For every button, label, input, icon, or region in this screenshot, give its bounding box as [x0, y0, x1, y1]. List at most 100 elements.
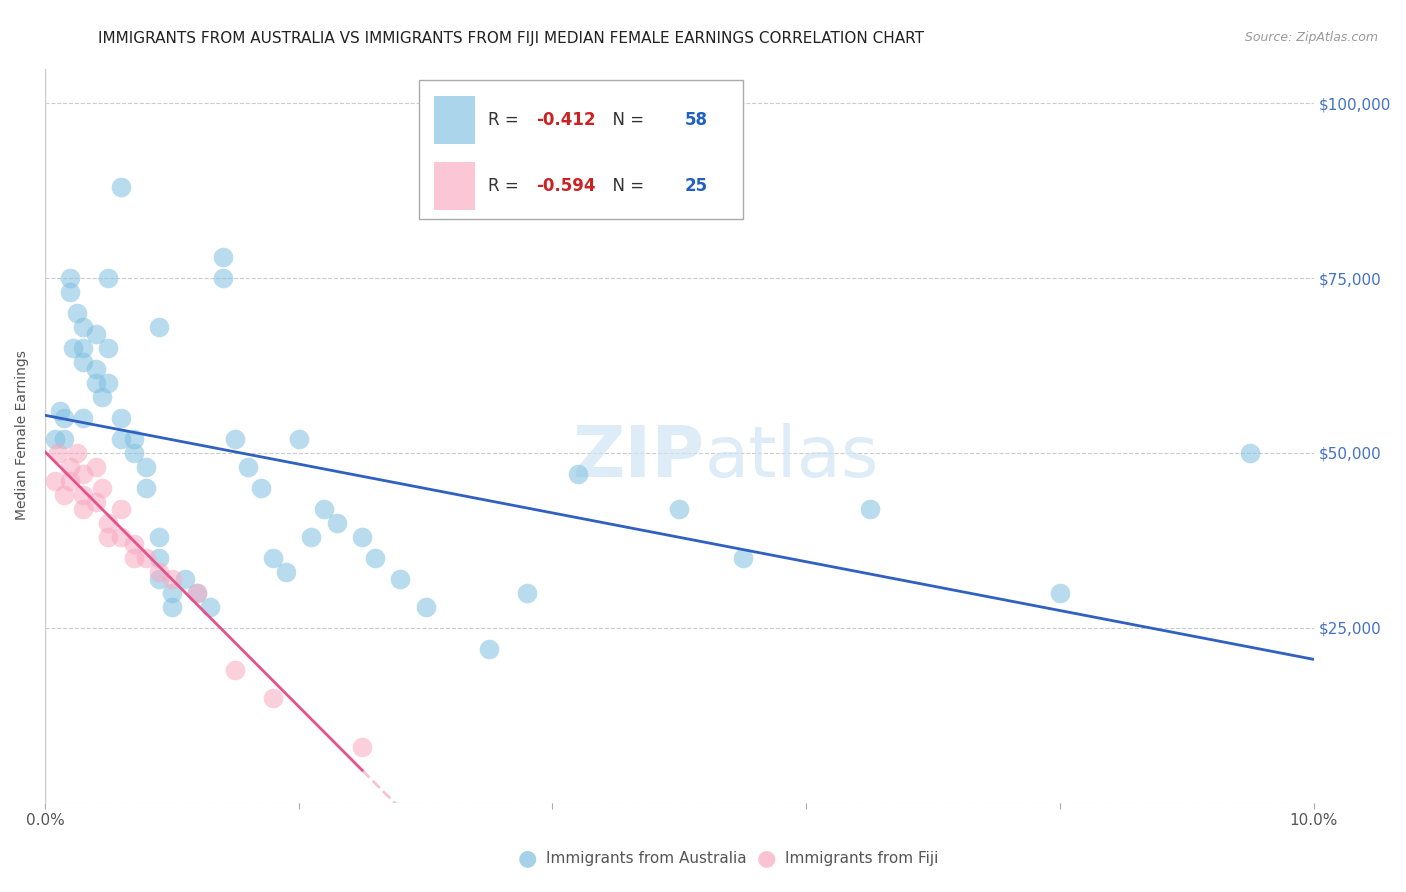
- Text: 25: 25: [685, 177, 707, 195]
- Point: [72, 467, 94, 481]
- Point: [1049, 586, 1071, 600]
- Point: [59, 285, 82, 300]
- Point: [224, 432, 246, 446]
- Text: Immigrants from Australia: Immigrants from Australia: [546, 851, 747, 865]
- Point: [352, 530, 374, 544]
- Text: N =: N =: [602, 111, 650, 129]
- Point: [567, 467, 589, 481]
- Point: [122, 432, 145, 446]
- Point: [53, 411, 76, 425]
- Point: [72, 320, 94, 334]
- Point: [389, 572, 412, 586]
- Point: [135, 550, 157, 565]
- Text: ●: ●: [756, 848, 776, 868]
- Point: [72, 355, 94, 369]
- Point: [274, 565, 297, 579]
- Point: [59, 474, 82, 488]
- Point: [160, 586, 183, 600]
- Point: [186, 586, 208, 600]
- Point: [72, 488, 94, 502]
- Point: [160, 599, 183, 614]
- Bar: [434, 96, 475, 144]
- Point: [110, 530, 132, 544]
- Point: [72, 341, 94, 355]
- FancyBboxPatch shape: [419, 79, 742, 219]
- Point: [299, 530, 322, 544]
- Point: [415, 599, 437, 614]
- Point: [173, 572, 195, 586]
- Point: [110, 502, 132, 516]
- Point: [122, 550, 145, 565]
- Point: [287, 432, 309, 446]
- Point: [97, 516, 120, 530]
- Text: Immigrants from Fiji: Immigrants from Fiji: [785, 851, 938, 865]
- Text: -0.412: -0.412: [536, 111, 596, 129]
- Point: [66, 306, 89, 320]
- Text: atlas: atlas: [704, 423, 879, 492]
- Point: [148, 530, 170, 544]
- Point: [148, 320, 170, 334]
- Point: [224, 663, 246, 677]
- Point: [731, 550, 754, 565]
- Text: -0.594: -0.594: [536, 177, 596, 195]
- Point: [668, 502, 690, 516]
- Point: [84, 362, 107, 376]
- Point: [53, 432, 76, 446]
- Point: [198, 599, 221, 614]
- Point: [59, 460, 82, 475]
- Point: [97, 376, 120, 390]
- Point: [211, 250, 233, 264]
- Point: [84, 327, 107, 342]
- Point: [326, 516, 349, 530]
- Point: [186, 586, 208, 600]
- Point: [84, 460, 107, 475]
- Point: [53, 488, 76, 502]
- Text: ●: ●: [517, 848, 537, 868]
- Point: [97, 271, 120, 285]
- Point: [352, 739, 374, 754]
- Point: [97, 530, 120, 544]
- Point: [160, 572, 183, 586]
- Point: [314, 502, 336, 516]
- Point: [148, 572, 170, 586]
- Point: [211, 271, 233, 285]
- Point: [72, 411, 94, 425]
- Point: [91, 481, 114, 495]
- Point: [110, 411, 132, 425]
- Point: [135, 460, 157, 475]
- Text: Source: ZipAtlas.com: Source: ZipAtlas.com: [1244, 31, 1378, 45]
- Text: N =: N =: [602, 177, 650, 195]
- Point: [72, 502, 94, 516]
- Point: [478, 641, 501, 656]
- Text: ZIP: ZIP: [572, 423, 704, 492]
- Point: [44, 432, 66, 446]
- Point: [516, 586, 538, 600]
- Point: [44, 474, 66, 488]
- Point: [236, 460, 259, 475]
- Point: [49, 404, 72, 418]
- Point: [1239, 446, 1261, 460]
- Point: [262, 690, 284, 705]
- Point: [364, 550, 387, 565]
- Point: [262, 550, 284, 565]
- Text: R =: R =: [488, 111, 524, 129]
- Point: [97, 341, 120, 355]
- Y-axis label: Median Female Earnings: Median Female Earnings: [15, 351, 30, 520]
- Point: [148, 550, 170, 565]
- Point: [135, 481, 157, 495]
- Point: [46, 446, 69, 460]
- Bar: [434, 162, 475, 210]
- Point: [122, 537, 145, 551]
- Text: 58: 58: [685, 111, 707, 129]
- Point: [66, 446, 89, 460]
- Point: [148, 565, 170, 579]
- Point: [110, 432, 132, 446]
- Point: [110, 180, 132, 194]
- Point: [859, 502, 882, 516]
- Point: [59, 271, 82, 285]
- Point: [62, 341, 84, 355]
- Point: [249, 481, 271, 495]
- Point: [84, 495, 107, 509]
- Point: [84, 376, 107, 390]
- Point: [122, 446, 145, 460]
